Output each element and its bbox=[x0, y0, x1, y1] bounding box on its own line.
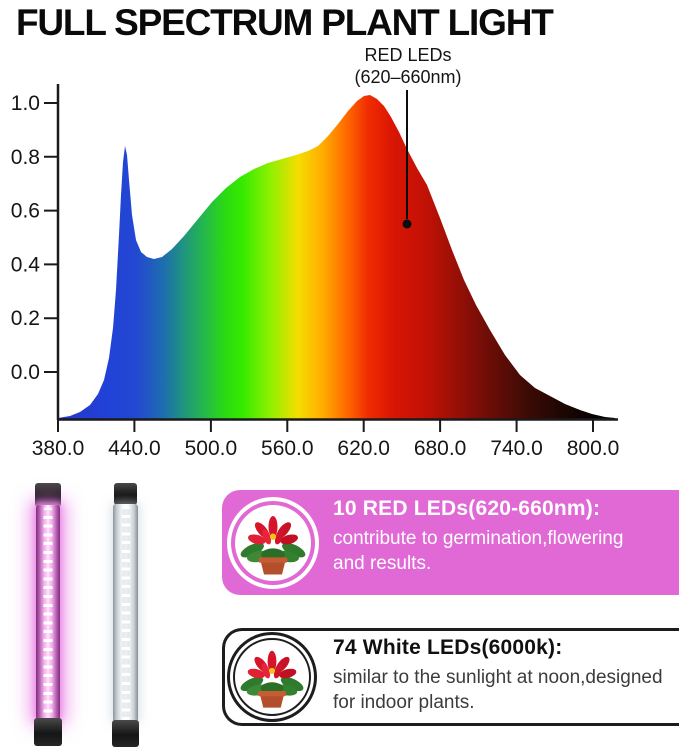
x-tick-label: 620.0 bbox=[337, 437, 390, 460]
y-tick-label: 0.4 bbox=[11, 253, 41, 276]
x-axis-ticks bbox=[57, 420, 594, 432]
y-tick-label: 1.0 bbox=[11, 92, 40, 115]
x-tick-label: 500.0 bbox=[185, 437, 238, 460]
poinsettia-icon bbox=[238, 650, 306, 708]
y-tick-label: 0.0 bbox=[11, 361, 40, 384]
callout-white-leds-badge bbox=[227, 632, 317, 722]
annotation-pointer-icon bbox=[402, 90, 412, 229]
callout-white-leds-body-line1: similar to the sunlight at noon,designed bbox=[333, 667, 663, 688]
red-leds-annotation: RED LEDs (620–660nm) bbox=[308, 44, 508, 88]
x-tick-label: 740.0 bbox=[490, 437, 543, 460]
callout-red-leds-body-line1: contribute to germination,flowering bbox=[333, 528, 624, 549]
tube-white-body bbox=[113, 504, 138, 722]
callout-white-leds-heading: 74 White LEDs(6000k): bbox=[333, 636, 563, 659]
poinsettia-icon bbox=[238, 516, 308, 575]
x-tick-label: 800.0 bbox=[567, 437, 620, 460]
badge-inner-ring bbox=[233, 638, 311, 716]
x-tick-label: 680.0 bbox=[414, 437, 467, 460]
spectrum-chart: 1.0 0.8 0.6 0.4 0.2 0.0 380.0 440.0 500.… bbox=[11, 84, 620, 460]
page-title: FULL SPECTRUM PLANT LIGHT bbox=[16, 2, 554, 43]
tube-red-top-cap bbox=[35, 483, 61, 507]
callout-red-leds-body-line2: and results. bbox=[333, 553, 432, 574]
tube-white-led-strip bbox=[121, 506, 130, 720]
y-tick-label: 0.8 bbox=[11, 146, 40, 169]
y-axis-ticks bbox=[44, 102, 57, 373]
callout-red-leds-heading: 10 RED LEDs(620-660nm): bbox=[333, 497, 601, 520]
callout-red-leds-badge bbox=[227, 497, 319, 589]
y-tick-label: 0.6 bbox=[11, 200, 40, 223]
annotation-line2: (620–660nm) bbox=[354, 67, 462, 87]
annotation-line1: RED LEDs bbox=[364, 45, 452, 65]
callout-white-leds-text: 74 White LEDs(6000k): similar to the sun… bbox=[333, 636, 678, 715]
x-tick-label: 380.0 bbox=[32, 437, 85, 460]
callout-white-leds-body-line2: for indoor plants. bbox=[333, 692, 475, 713]
y-tick-label: 0.2 bbox=[11, 307, 40, 330]
tube-red-body bbox=[36, 505, 60, 720]
callout-red-leds-text: 10 RED LEDs(620-660nm): contribute to ge… bbox=[333, 497, 673, 576]
tube-white-top-cap bbox=[114, 483, 137, 505]
tube-white-bottom-cap bbox=[112, 720, 139, 747]
spectrum-area bbox=[58, 95, 615, 419]
x-tick-label: 560.0 bbox=[261, 437, 314, 460]
x-tick-label: 440.0 bbox=[108, 437, 161, 460]
tube-red-led-strip bbox=[43, 507, 53, 718]
badge-disc bbox=[235, 505, 311, 581]
tube-red-bottom-cap bbox=[34, 718, 62, 746]
